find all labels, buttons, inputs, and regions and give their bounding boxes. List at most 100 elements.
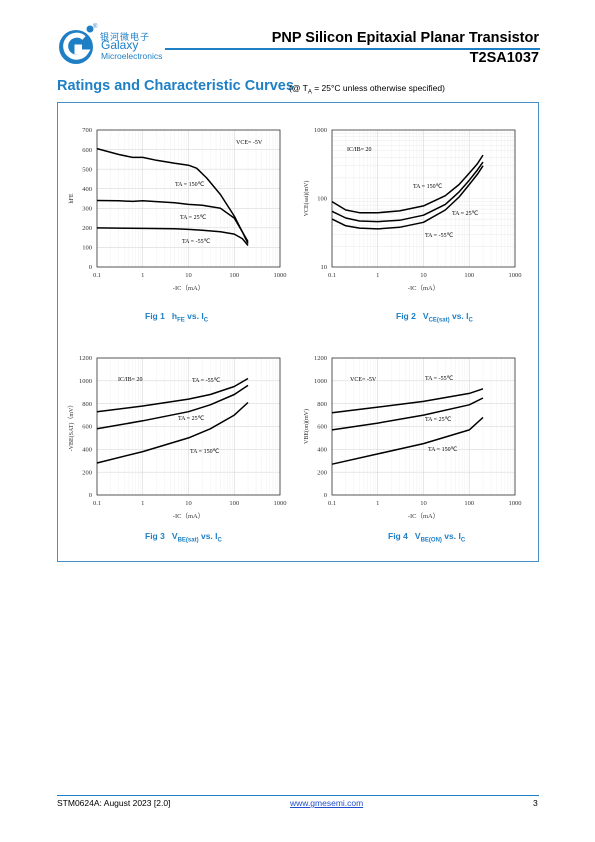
- plot-frame: [96, 129, 281, 268]
- y-axis-label: VCE(sat)(mV): [303, 181, 310, 217]
- x-axis-label: -IC（mA）: [408, 512, 439, 520]
- x-tick-label: 1: [376, 500, 379, 507]
- x-tick-label: 10: [185, 272, 192, 279]
- brand-name-en: Galaxy: [101, 38, 139, 52]
- footer-divider: [57, 795, 539, 796]
- y-tick-label: 800: [82, 401, 92, 408]
- fig3-caption: Fig 3 VBE(sat) vs. IC: [145, 531, 222, 544]
- series-line: [331, 165, 484, 230]
- website-link[interactable]: www.gmesemi.com: [290, 798, 364, 808]
- y-tick-label: 0: [89, 492, 92, 499]
- y-tick-label: 1200: [314, 355, 327, 362]
- fig1-caption: Fig 1 hFE vs. IC: [145, 311, 209, 324]
- y-axis-label: hFE: [69, 193, 75, 203]
- fig1-hfe-chart: 0.1 1 10 100 1000 0 100 200 300 400 500 600 700 -IC（m…: [69, 127, 287, 292]
- condition-label: VCE= -5V: [236, 140, 263, 146]
- series-line: [331, 388, 484, 414]
- y-tick-label: 500: [82, 166, 92, 173]
- y-tick-label: 400: [82, 186, 92, 193]
- x-tick-label: 1: [376, 272, 379, 279]
- series-label: TA = 150℃: [428, 447, 458, 453]
- charts-frame: [57, 102, 539, 562]
- series-line: [331, 161, 484, 223]
- x-tick-label: 10: [420, 272, 427, 279]
- fig4-caption: Fig 4 VBE(ON) vs. IC: [388, 531, 466, 544]
- series-label: TA = 150℃: [175, 182, 205, 188]
- x-tick-label: 100: [229, 272, 239, 279]
- x-tick-label: 1000: [509, 500, 522, 507]
- y-tick-label: 200: [82, 225, 92, 232]
- x-axis-label: -IC（mA）: [173, 284, 204, 292]
- y-tick-label: 10: [321, 264, 328, 271]
- y-tick-label: 400: [82, 447, 92, 454]
- y-tick-label: 0: [89, 264, 92, 271]
- condition-label: VCE= -5V: [350, 377, 377, 383]
- series-line: [96, 147, 249, 242]
- y-tick-label: 1000: [314, 127, 327, 134]
- y-tick-label: 200: [317, 469, 327, 476]
- x-tick-label: 1000: [509, 272, 522, 279]
- document-revision: STM0624A: August 2023 [2.0]: [57, 798, 171, 808]
- y-axis-label: -VBE(SAT)（mV）: [68, 402, 75, 452]
- x-axis-label: -IC（mA）: [173, 512, 204, 520]
- brand-name-en2: Microelectronics: [101, 51, 163, 61]
- fig2-caption: Fig 2 VCE(sat) vs. IC: [396, 311, 473, 324]
- x-tick-label: 1: [141, 272, 144, 279]
- series-label: TA = -55℃: [182, 239, 211, 245]
- plot-frame: [331, 129, 516, 268]
- series-label: TA = 25℃: [452, 211, 479, 217]
- x-tick-label: 1000: [274, 272, 287, 279]
- condition-label: IC/IB= 20: [347, 147, 372, 153]
- series-line: [331, 154, 484, 214]
- x-tick-label: 1: [141, 500, 144, 507]
- condition-label: IC/IB= 20: [118, 377, 143, 383]
- y-tick-label: 1000: [79, 378, 92, 385]
- x-tick-label: 1000: [274, 500, 287, 507]
- series-label: TA = -55℃: [192, 378, 221, 384]
- y-tick-label: 400: [317, 447, 327, 454]
- fig4-vbeon-chart: 0.1 1 10 100 1000 0 200 400 600 800 1000 1200 -IC（mA…: [303, 355, 522, 520]
- series-label: TA = -55℃: [425, 376, 454, 382]
- y-tick-label: 0: [324, 492, 327, 499]
- x-tick-label: 100: [229, 500, 239, 507]
- y-tick-label: 100: [317, 196, 327, 203]
- x-tick-label: 10: [420, 500, 427, 507]
- y-tick-label: 300: [82, 205, 92, 212]
- section-title: Ratings and Characteristic Curves: [57, 78, 294, 94]
- y-tick-label: 700: [82, 127, 92, 134]
- plot-frame: [96, 357, 281, 496]
- series-label: TA = -55℃: [425, 233, 454, 239]
- page-number: 3: [533, 798, 538, 808]
- y-tick-label: 600: [317, 424, 327, 431]
- plot-frame: [331, 357, 516, 496]
- series-label: TA = 25℃: [178, 416, 205, 422]
- section-note: (@ TA = 25°C unless otherwise specified): [289, 83, 445, 96]
- series-line: [96, 227, 249, 246]
- series-line: [331, 397, 484, 431]
- series-label: TA = 150℃: [413, 184, 443, 190]
- brand-name-cn: 银河微电子: [100, 33, 151, 43]
- series-line: [96, 384, 249, 430]
- x-tick-label: 0.1: [93, 500, 101, 507]
- part-number: T2SA1037: [469, 50, 539, 66]
- fig2-vcesat-chart: 0.1 1 10 100 1000 10 100 1000 -IC（mA） VCE(sat)(mV…: [303, 127, 522, 292]
- x-tick-label: 10: [185, 500, 192, 507]
- y-tick-label: 100: [82, 245, 92, 252]
- y-tick-label: 200: [82, 469, 92, 476]
- series-line: [96, 401, 249, 464]
- series-line: [96, 199, 249, 244]
- y-tick-label: 1200: [79, 355, 92, 362]
- x-tick-label: 0.1: [93, 272, 101, 279]
- y-tick-label: 800: [317, 401, 327, 408]
- header-divider: [165, 48, 540, 50]
- x-tick-label: 100: [464, 272, 474, 279]
- fig3-vbesat-chart: 0.1 1 10 100 1000 0 200 400 600 800 1000 1200 -IC（mA…: [68, 355, 287, 520]
- x-axis-label: -IC（mA）: [408, 284, 439, 292]
- galaxy-logo: [59, 25, 94, 64]
- y-tick-label: 600: [82, 424, 92, 431]
- registered-mark: ®: [93, 24, 98, 30]
- series-label: TA = 150℃: [190, 449, 220, 455]
- x-tick-label: 0.1: [328, 500, 336, 507]
- series-line: [96, 377, 249, 413]
- y-axis-label: VBE(on)(mV): [303, 409, 310, 444]
